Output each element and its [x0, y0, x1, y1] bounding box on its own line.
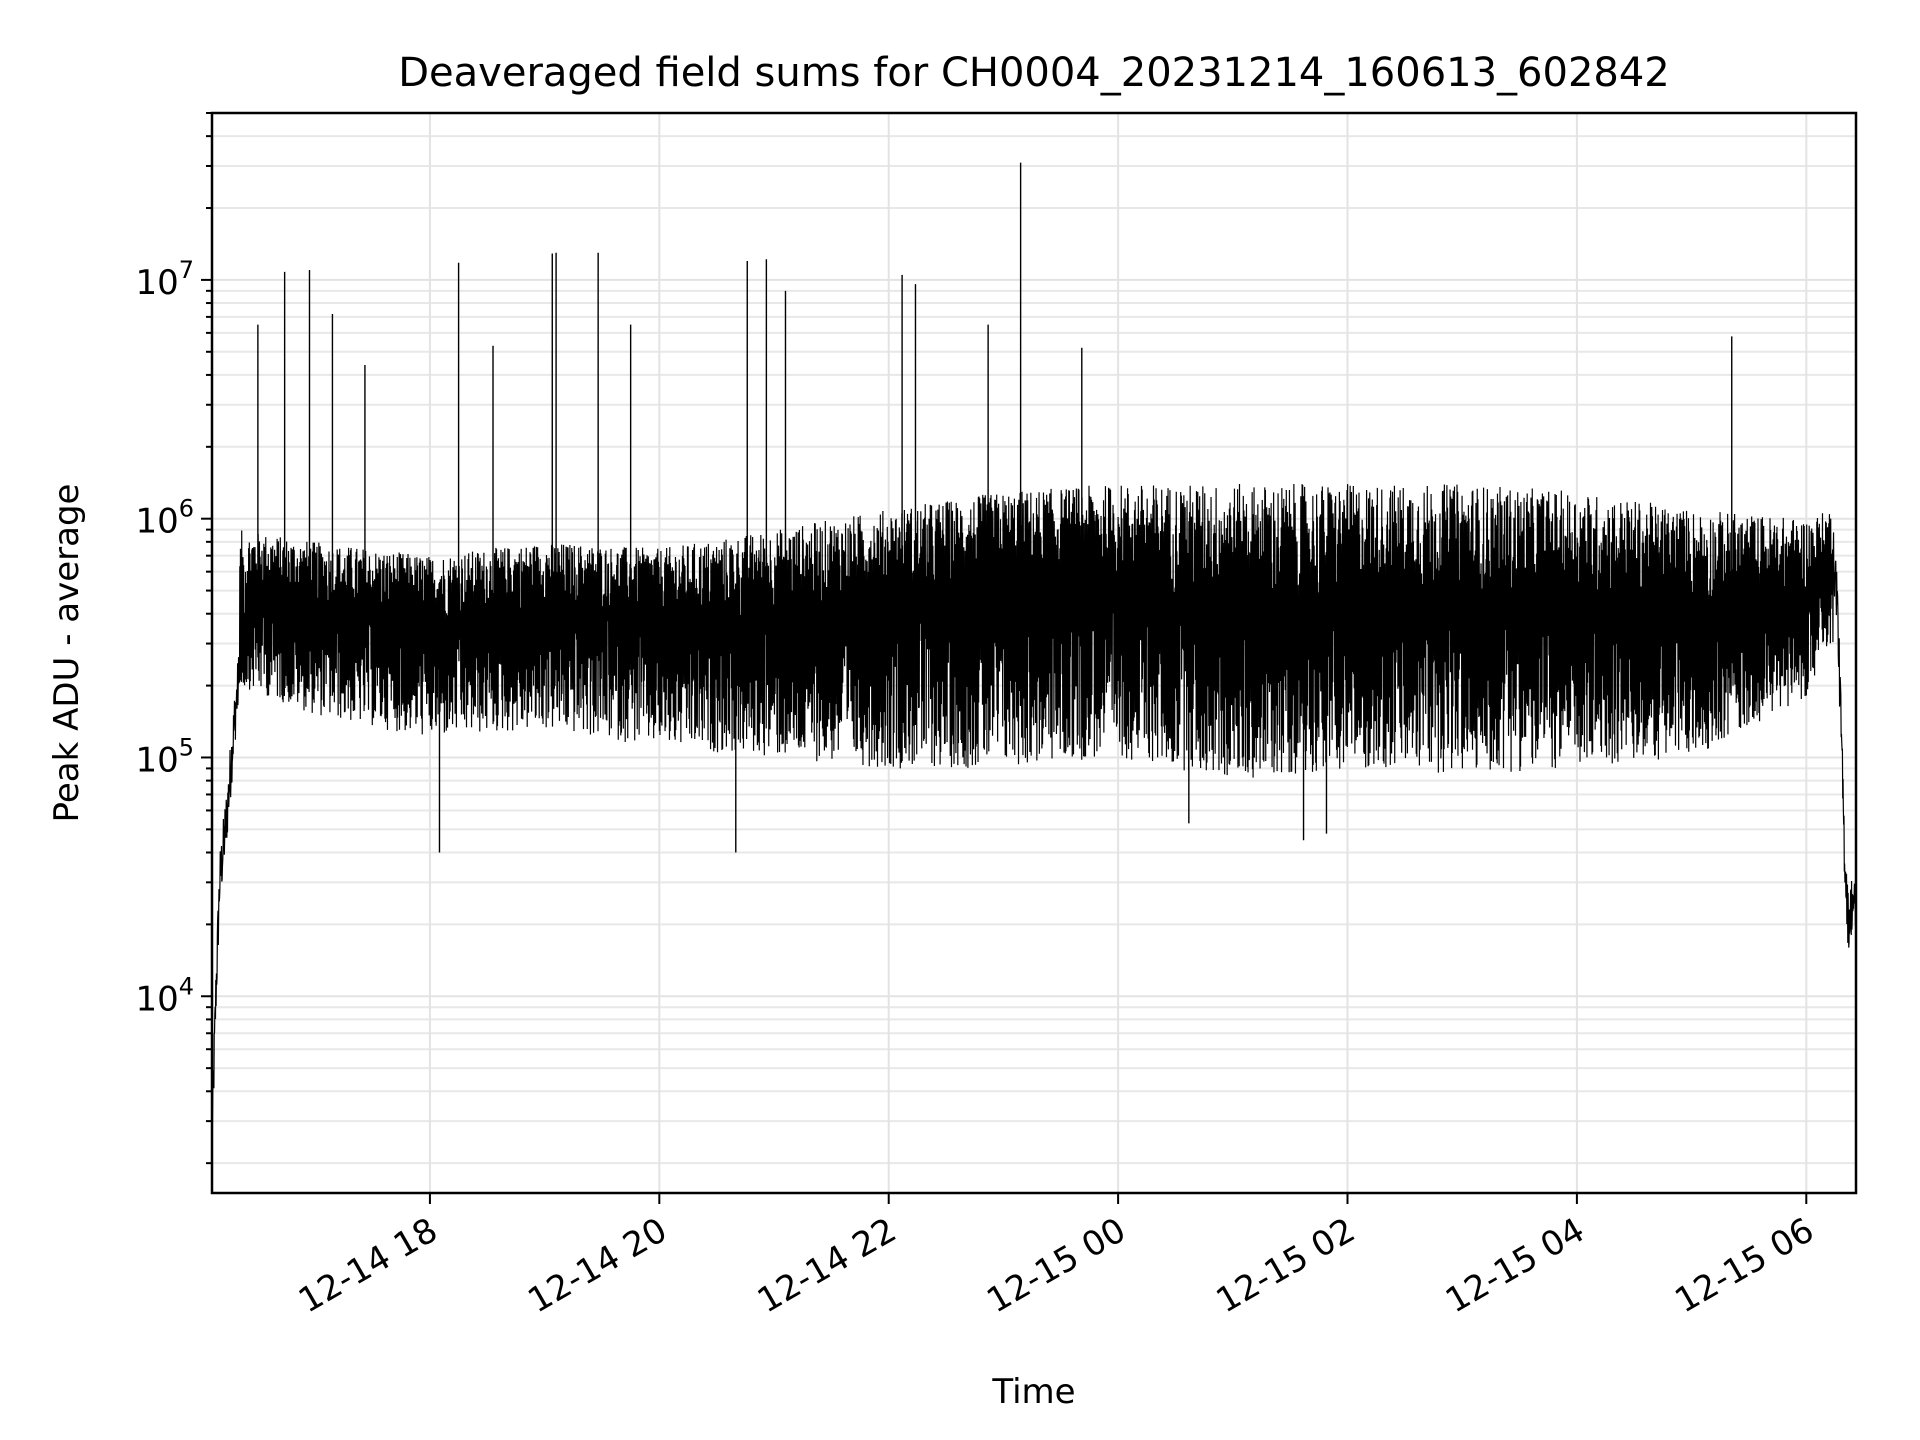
y-tick-base: 10 [135, 263, 178, 303]
y-tick-base: 10 [135, 740, 178, 780]
y-tick-label: 105 [135, 733, 194, 780]
y-tick-exponent: 4 [179, 972, 194, 1000]
y-tick-label: 106 [135, 495, 194, 542]
axes-frame [210, 111, 1858, 1195]
y-tick-exponent: 7 [179, 256, 194, 284]
y-tick-base: 10 [135, 979, 178, 1019]
y-tick-base: 10 [135, 502, 178, 542]
y-tick-label: 107 [135, 256, 194, 303]
plot-area [212, 162, 1856, 1140]
series-line [212, 483, 1856, 1140]
chart-title: Deaveraged field sums for CH0004_2023121… [398, 50, 1670, 96]
y-tick-exponent: 6 [179, 495, 194, 523]
y-tick-label: 104 [135, 972, 194, 1019]
x-axis-label: Time [991, 1372, 1075, 1412]
y-axis-label: Peak ADU - average [47, 484, 87, 823]
y-tick-exponent: 5 [179, 733, 194, 761]
